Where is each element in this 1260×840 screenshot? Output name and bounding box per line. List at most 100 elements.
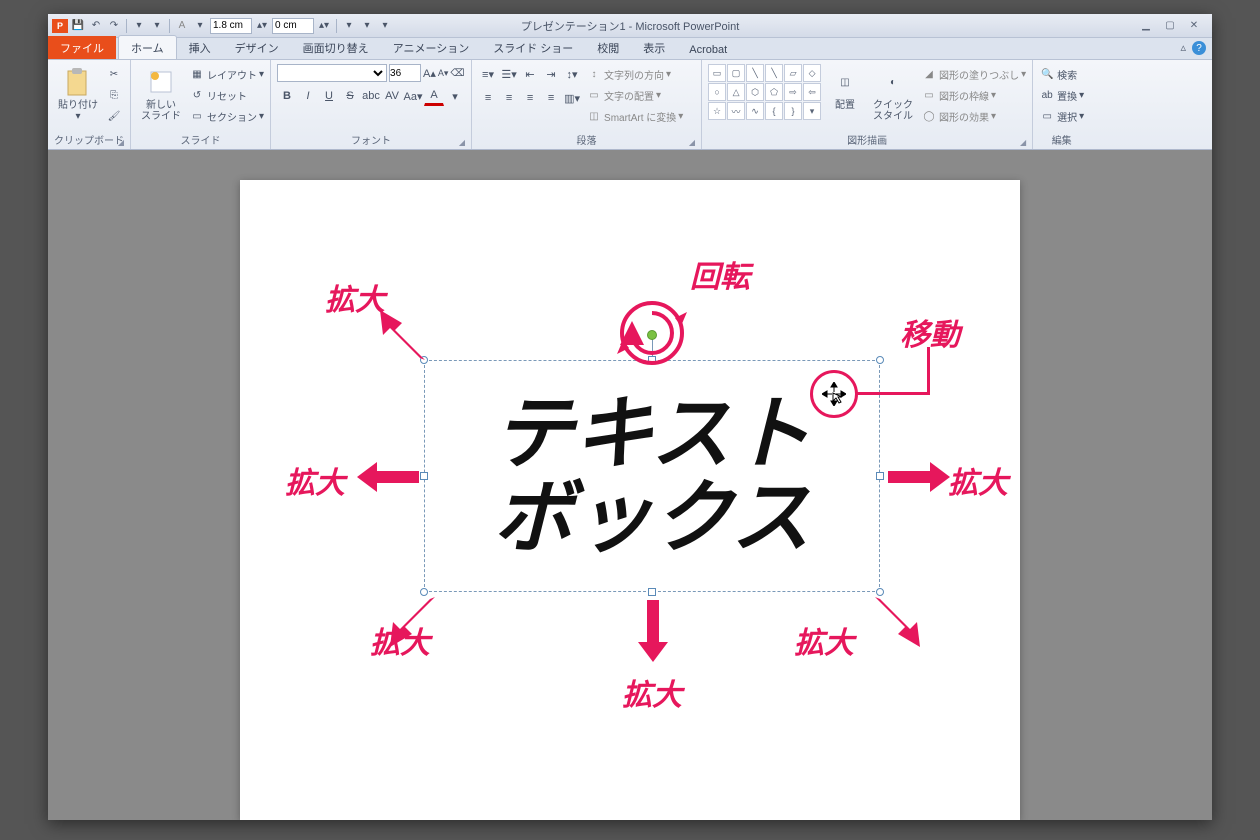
stepper-icon[interactable]: ▴▾	[316, 18, 332, 34]
spacing-button[interactable]: AV	[382, 86, 402, 106]
indent-inc-button[interactable]: ⇥	[541, 64, 561, 84]
group-label: スライド	[137, 130, 264, 149]
qat-icon[interactable]: ▾	[192, 18, 208, 34]
group-label: 図形描画	[847, 136, 887, 147]
qat-icon[interactable]: ▾	[341, 18, 357, 34]
tab-design[interactable]: デザイン	[223, 36, 291, 59]
ribbon: 貼り付け▾ ✂ ⎘ 🖌 クリップボード◢ 新しい スライド ▦レイアウト ▾ ↺…	[48, 60, 1212, 150]
copy-button[interactable]: ⎘	[106, 85, 122, 105]
tab-review[interactable]: 校閲	[585, 36, 631, 59]
resize-handle-ml[interactable]	[420, 472, 428, 480]
replace-button[interactable]: ab置換 ▾	[1039, 85, 1084, 105]
save-icon[interactable]: 💾	[70, 18, 86, 34]
text-align-button[interactable]: ▭文字の配置 ▾	[586, 85, 683, 105]
text-direction-button[interactable]: ↕文字列の方向 ▾	[586, 64, 683, 84]
shape-effects-button[interactable]: ◯図形の効果 ▾	[921, 106, 1026, 126]
grow-font-button[interactable]: A▴	[423, 67, 436, 80]
slide-canvas[interactable]: テキストボックス 拡大 拡大 拡大 拡大 拡大 拡大 回転 移動	[240, 180, 1020, 820]
font-family-select[interactable]	[277, 64, 387, 82]
format-painter-button[interactable]: 🖌	[106, 106, 122, 126]
move-indicator	[810, 370, 858, 418]
minimize-icon[interactable]: ▁	[1136, 19, 1156, 33]
numbering-button[interactable]: ☰▾	[499, 64, 519, 84]
close-icon[interactable]: ✕	[1184, 19, 1204, 33]
quick-access-toolbar: P 💾 ↶ ↷ ▾ ▾ A ▾ ▴▾ ▴▾ ▾ ▾ ▾	[48, 18, 397, 34]
resize-handle-tr[interactable]	[876, 356, 884, 364]
arrow-bl	[390, 592, 440, 647]
tab-home[interactable]: ホーム	[118, 35, 177, 59]
align-center-button[interactable]: ≡	[499, 88, 519, 108]
qat-icon[interactable]: ▾	[131, 18, 147, 34]
height-input[interactable]	[210, 18, 252, 34]
qat-more-icon[interactable]: ▾	[377, 18, 393, 34]
stepper-icon[interactable]: ▴▾	[254, 18, 270, 34]
bold-button[interactable]: B	[277, 86, 297, 106]
move-connector	[927, 347, 930, 395]
new-slide-button[interactable]: 新しい スライド	[137, 64, 185, 124]
font-color-button[interactable]: A	[424, 86, 444, 106]
qat-icon[interactable]: ▾	[149, 18, 165, 34]
ribbon-minimize-icon[interactable]: ▵	[1180, 41, 1186, 55]
section-button[interactable]: ▭セクション ▾	[189, 106, 264, 126]
shadow-button[interactable]: abc	[361, 86, 381, 106]
group-font: A▴ A▾ ⌫ B I U S abc AV Aa▾ A ▾ フォント◢	[271, 60, 472, 149]
help-icon[interactable]: ?	[1192, 41, 1206, 55]
textbox-content[interactable]: テキストボックス	[432, 368, 872, 584]
tab-slideshow[interactable]: スライド ショー	[481, 36, 585, 59]
shape-gallery[interactable]: ▭▢╲╲▱◇ ○△⬡⬠⇨⇦ ☆〰∿{}▾	[708, 64, 821, 120]
ribbon-tabs: ファイル ホーム 挿入 デザイン 画面切り替え アニメーション スライド ショー…	[48, 38, 1212, 60]
undo-icon[interactable]: ↶	[88, 18, 104, 34]
paste-button[interactable]: 貼り付け▾	[54, 64, 102, 124]
tab-transitions[interactable]: 画面切り替え	[291, 36, 381, 59]
layout-button[interactable]: ▦レイアウト ▾	[189, 64, 264, 84]
find-button[interactable]: 🔍検索	[1039, 64, 1084, 84]
quick-styles-button[interactable]: ◐クイック スタイル	[869, 64, 917, 124]
tab-animations[interactable]: アニメーション	[381, 36, 482, 59]
strike-button[interactable]: S	[340, 86, 360, 106]
arrow-tl	[380, 310, 430, 365]
maximize-icon[interactable]: ▢	[1160, 19, 1180, 33]
redo-icon[interactable]: ↷	[106, 18, 122, 34]
shape-fill-button[interactable]: ◢図形の塗りつぶし ▾	[921, 64, 1026, 84]
tab-insert[interactable]: 挿入	[177, 36, 223, 59]
bullets-button[interactable]: ≡▾	[478, 64, 498, 84]
align-left-button[interactable]: ≡	[478, 88, 498, 108]
qat-icon[interactable]: ▾	[359, 18, 375, 34]
line-spacing-button[interactable]: ↕▾	[562, 64, 582, 84]
select-button[interactable]: ▭選択 ▾	[1039, 106, 1084, 126]
cut-button[interactable]: ✂	[106, 64, 122, 84]
resize-handle-bm[interactable]	[648, 588, 656, 596]
font-color-more[interactable]: ▾	[445, 86, 465, 106]
arrow-mr	[888, 462, 950, 492]
width-input[interactable]	[272, 18, 314, 34]
group-label: クリップボード	[54, 136, 124, 147]
group-editing: 🔍検索 ab置換 ▾ ▭選択 ▾ 編集	[1033, 60, 1090, 149]
font-size-input[interactable]	[389, 64, 421, 82]
group-label: 段落	[577, 136, 597, 147]
case-button[interactable]: Aa▾	[403, 86, 423, 106]
group-paragraph: ≡▾ ☰▾ ⇤ ⇥ ↕▾ ≡ ≡ ≡ ≡ ▥▾ ↕文字列の方向	[472, 60, 702, 149]
reset-button[interactable]: ↺リセット	[189, 85, 264, 105]
arrange-button[interactable]: ◫配置	[825, 64, 865, 113]
anno-expand-tl: 拡大	[325, 275, 385, 319]
clear-format-button[interactable]: ⌫	[450, 68, 464, 79]
smartart-button[interactable]: ◫SmartArt に変換 ▾	[586, 106, 683, 126]
justify-button[interactable]: ≡	[541, 88, 561, 108]
tab-file[interactable]: ファイル	[48, 36, 116, 59]
shrink-font-button[interactable]: A▾	[438, 68, 449, 79]
anno-move: 移動	[900, 310, 960, 354]
window-title: プレゼンテーション1 - Microsoft PowerPoint	[521, 18, 740, 34]
shape-outline-button[interactable]: ▭図形の枠線 ▾	[921, 85, 1026, 105]
resize-handle-mr[interactable]	[876, 472, 884, 480]
align-right-button[interactable]: ≡	[520, 88, 540, 108]
underline-button[interactable]: U	[319, 86, 339, 106]
group-drawing: ▭▢╲╲▱◇ ○△⬡⬠⇨⇦ ☆〰∿{}▾ ◫配置 ◐クイック スタイル ◢図形の…	[702, 60, 1033, 149]
qat-icon[interactable]: A	[174, 18, 190, 34]
indent-dec-button[interactable]: ⇤	[520, 64, 540, 84]
arrow-br	[870, 592, 920, 647]
italic-button[interactable]: I	[298, 86, 318, 106]
tab-acrobat[interactable]: Acrobat	[677, 40, 739, 59]
columns-button[interactable]: ▥▾	[562, 88, 582, 108]
new-slide-label: 新しい スライド	[141, 100, 181, 122]
tab-view[interactable]: 表示	[631, 36, 677, 59]
